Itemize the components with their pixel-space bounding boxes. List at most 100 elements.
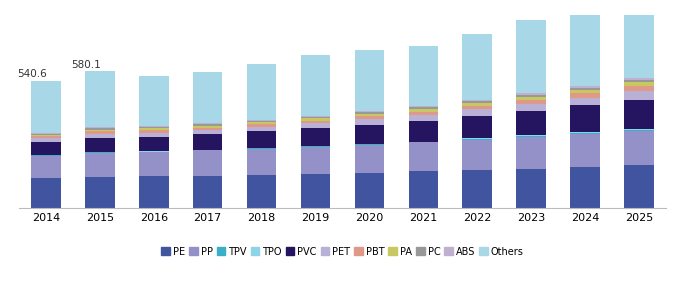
Bar: [624, 80, 654, 82]
Bar: [31, 138, 61, 142]
Bar: [355, 125, 384, 144]
Bar: [516, 97, 546, 100]
Bar: [85, 128, 114, 130]
Bar: [139, 176, 168, 208]
Bar: [462, 101, 492, 103]
Bar: [355, 114, 384, 116]
Bar: [355, 112, 384, 114]
Bar: [300, 123, 330, 128]
Bar: [247, 64, 276, 120]
Bar: [300, 55, 330, 116]
Bar: [516, 93, 546, 95]
Bar: [31, 135, 61, 136]
Bar: [139, 151, 168, 152]
Bar: [355, 173, 384, 208]
Bar: [300, 116, 330, 117]
Bar: [31, 142, 61, 155]
Bar: [85, 127, 114, 128]
Bar: [247, 175, 276, 208]
Bar: [139, 126, 168, 127]
Bar: [516, 169, 546, 208]
Bar: [409, 112, 438, 115]
Bar: [193, 150, 223, 176]
Bar: [462, 139, 492, 140]
Bar: [570, 133, 600, 134]
Bar: [409, 121, 438, 142]
Bar: [139, 133, 168, 137]
Bar: [193, 126, 223, 128]
Bar: [570, 86, 600, 88]
Bar: [409, 109, 438, 112]
Bar: [300, 147, 330, 174]
Bar: [300, 174, 330, 208]
Bar: [409, 107, 438, 109]
Bar: [570, 93, 600, 98]
Bar: [570, 88, 600, 90]
Bar: [247, 124, 276, 127]
Bar: [31, 136, 61, 138]
Bar: [516, 20, 546, 93]
Bar: [570, 134, 600, 167]
Bar: [462, 170, 492, 208]
Bar: [193, 72, 223, 123]
Bar: [139, 130, 168, 133]
Bar: [570, 105, 600, 132]
Bar: [355, 145, 384, 173]
Bar: [247, 122, 276, 124]
Bar: [516, 100, 546, 104]
Bar: [624, 129, 654, 130]
Bar: [300, 118, 330, 121]
Bar: [31, 178, 61, 208]
Bar: [193, 176, 223, 208]
Bar: [355, 144, 384, 145]
Bar: [139, 137, 168, 151]
Bar: [516, 135, 546, 136]
Bar: [193, 124, 223, 126]
Bar: [31, 156, 61, 178]
Bar: [247, 121, 276, 122]
Bar: [516, 104, 546, 111]
Bar: [462, 109, 492, 116]
Bar: [193, 128, 223, 130]
Bar: [247, 131, 276, 148]
Text: 580.1: 580.1: [72, 60, 101, 70]
Bar: [300, 121, 330, 123]
Bar: [193, 130, 223, 134]
Bar: [624, 99, 654, 129]
Bar: [31, 80, 61, 133]
Bar: [139, 76, 168, 126]
Bar: [31, 134, 61, 135]
Bar: [300, 128, 330, 146]
Bar: [85, 130, 114, 131]
Bar: [31, 155, 61, 156]
Bar: [85, 138, 114, 152]
Bar: [409, 115, 438, 121]
Bar: [247, 120, 276, 121]
Bar: [462, 138, 492, 139]
Bar: [462, 116, 492, 138]
Bar: [570, 132, 600, 133]
Bar: [462, 34, 492, 100]
Bar: [570, 90, 600, 93]
Bar: [355, 119, 384, 125]
Bar: [570, 167, 600, 208]
Bar: [462, 106, 492, 109]
Bar: [570, 8, 600, 86]
Bar: [516, 111, 546, 135]
Bar: [355, 116, 384, 119]
Bar: [462, 103, 492, 106]
Bar: [247, 149, 276, 175]
Bar: [462, 140, 492, 170]
Bar: [409, 142, 438, 171]
Bar: [462, 100, 492, 101]
Bar: [409, 171, 438, 208]
Bar: [624, 78, 654, 80]
Bar: [85, 131, 114, 134]
Bar: [139, 127, 168, 128]
Bar: [139, 152, 168, 176]
Bar: [516, 137, 546, 169]
Bar: [355, 50, 384, 111]
Bar: [300, 117, 330, 118]
Bar: [624, 130, 654, 165]
Bar: [355, 111, 384, 112]
